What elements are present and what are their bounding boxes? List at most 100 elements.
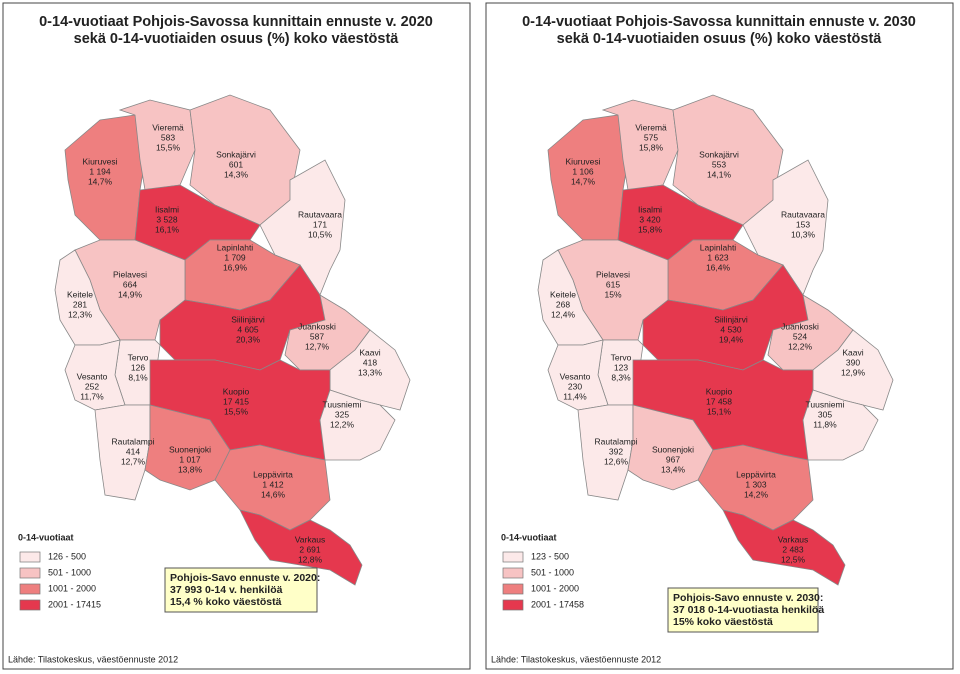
municipality-pct: 12,4% [551, 309, 576, 319]
municipality-name: Vieremä [152, 122, 184, 132]
summary-line: 15,4 % koko väestöstä [170, 596, 282, 608]
municipality-count: 4 605 [237, 324, 259, 334]
municipality-count: 1 017 [179, 454, 201, 464]
municipality-count: 615 [606, 279, 620, 289]
municipality-count: 305 [818, 409, 832, 419]
municipality-count: 390 [846, 357, 860, 367]
map-panel: 0-14-vuotiaat Pohjois-Savossa kunnittain… [2, 2, 471, 670]
municipality-pct: 15,5% [156, 142, 181, 152]
municipality-count: 587 [310, 331, 324, 341]
municipality-pct: 12,7% [121, 456, 146, 466]
municipality-count: 575 [644, 132, 658, 142]
municipality-name: Pielavesi [113, 269, 147, 279]
legend-swatch [502, 583, 524, 595]
municipality-name: Leppävirta [253, 469, 293, 479]
municipality-name: Kuopio [706, 386, 733, 396]
municipality-pct: 14,1% [707, 169, 732, 179]
municipality-count: 967 [666, 454, 680, 464]
municipality-count: 4 530 [720, 324, 742, 334]
municipality-count: 392 [609, 446, 623, 456]
municipality-pct: 15% [604, 289, 621, 299]
municipality-name: Varkaus [778, 534, 809, 544]
municipality-count: 153 [796, 219, 810, 229]
municipality-count: 2 483 [782, 544, 804, 554]
municipality-name: Kuopio [223, 386, 250, 396]
municipality-count: 2 691 [299, 544, 321, 554]
municipality-count: 325 [335, 409, 349, 419]
municipality-count: 3 528 [156, 214, 178, 224]
legend-swatch [19, 583, 41, 595]
legend-swatch [502, 567, 524, 579]
municipality-pct: 16,4% [706, 262, 731, 272]
summary-box [667, 587, 819, 633]
municipality-name: Keitele [67, 289, 93, 299]
legend-swatch [502, 599, 524, 611]
map-title: 0-14-vuotiaat Pohjois-Savossa kunnittain… [39, 14, 433, 30]
municipality-count: 601 [229, 159, 243, 169]
municipality-name: Sonkajärvi [216, 149, 256, 159]
municipality-name: Varkaus [295, 534, 326, 544]
municipality-area [802, 389, 879, 461]
legend-title: 0-14-vuotiaat [18, 532, 74, 542]
municipality-count: 123 [614, 362, 628, 372]
municipality-name: Iisalmi [638, 204, 662, 214]
legend-swatch [19, 551, 41, 563]
municipality-count: 252 [85, 381, 99, 391]
municipality-name: Kaavi [359, 347, 380, 357]
summary-line: 37 993 0-14 v. henkilöä [170, 584, 283, 596]
municipality-pct: 12,9% [841, 367, 866, 377]
municipality-pct: 19,4% [719, 334, 744, 344]
municipality-area [144, 404, 231, 491]
municipality-count: 126 [131, 362, 145, 372]
municipality-name: Vesanto [560, 371, 591, 381]
municipality-pct: 12,7% [305, 341, 330, 351]
municipality-pct: 12,2% [330, 419, 355, 429]
municipality-pct: 16,9% [223, 262, 248, 272]
municipality-name: Siilinjärvi [231, 314, 265, 324]
municipality-name: Juankoski [298, 321, 336, 331]
legend-title: 0-14-vuotiaat [501, 532, 557, 542]
municipality-name: Suonenjoki [652, 444, 694, 454]
municipality-pct: 12,2% [788, 341, 813, 351]
municipality-pct: 14,9% [118, 289, 143, 299]
municipality-name: Kaavi [842, 347, 863, 357]
municipality-pct: 14,7% [571, 176, 596, 186]
municipality-count: 524 [793, 331, 807, 341]
municipality-count: 1 412 [262, 479, 284, 489]
municipality-pct: 8,1% [128, 372, 148, 382]
municipality-pct: 15,1% [707, 406, 732, 416]
legend-label: 126 - 500 [48, 551, 86, 561]
municipality-pct: 10,5% [308, 229, 333, 239]
municipality-pct: 14,7% [88, 176, 113, 186]
municipality-pct: 8,3% [611, 372, 631, 382]
legend-swatch [502, 551, 524, 563]
municipality-name: Rautalampi [112, 436, 155, 446]
municipality-name: Leppävirta [736, 469, 776, 479]
legend-label: 1001 - 2000 [531, 583, 579, 593]
municipality-count: 553 [712, 159, 726, 169]
municipality-count: 3 420 [639, 214, 661, 224]
legend-label: 2001 - 17458 [531, 599, 584, 609]
municipality-pct: 12,5% [781, 554, 806, 564]
municipality-count: 1 623 [707, 252, 729, 262]
map-title: 0-14-vuotiaat Pohjois-Savossa kunnittain… [522, 14, 916, 30]
municipality-count: 418 [363, 357, 377, 367]
municipality-area [319, 389, 396, 461]
legend-swatch [19, 599, 41, 611]
municipality-count: 1 709 [224, 252, 246, 262]
summary-box [164, 567, 318, 613]
legend-swatch [19, 567, 41, 579]
summary-line: Pohjois-Savo ennuste v. 2020: [170, 572, 320, 584]
municipality-name: Vesanto [77, 371, 108, 381]
municipality-name: Lapinlahti [217, 242, 254, 252]
legend-label: 501 - 1000 [531, 567, 574, 577]
municipality-count: 17 415 [223, 396, 249, 406]
municipality-count: 583 [161, 132, 175, 142]
municipality-name: Suonenjoki [169, 444, 211, 454]
legend-label: 2001 - 17415 [48, 599, 101, 609]
municipality-pct: 15,8% [638, 224, 663, 234]
source: Lähde: Tilastokeskus, väestöennuste 2012 [8, 654, 178, 664]
municipality-count: 1 303 [745, 479, 767, 489]
municipality-name: Pielavesi [596, 269, 630, 279]
